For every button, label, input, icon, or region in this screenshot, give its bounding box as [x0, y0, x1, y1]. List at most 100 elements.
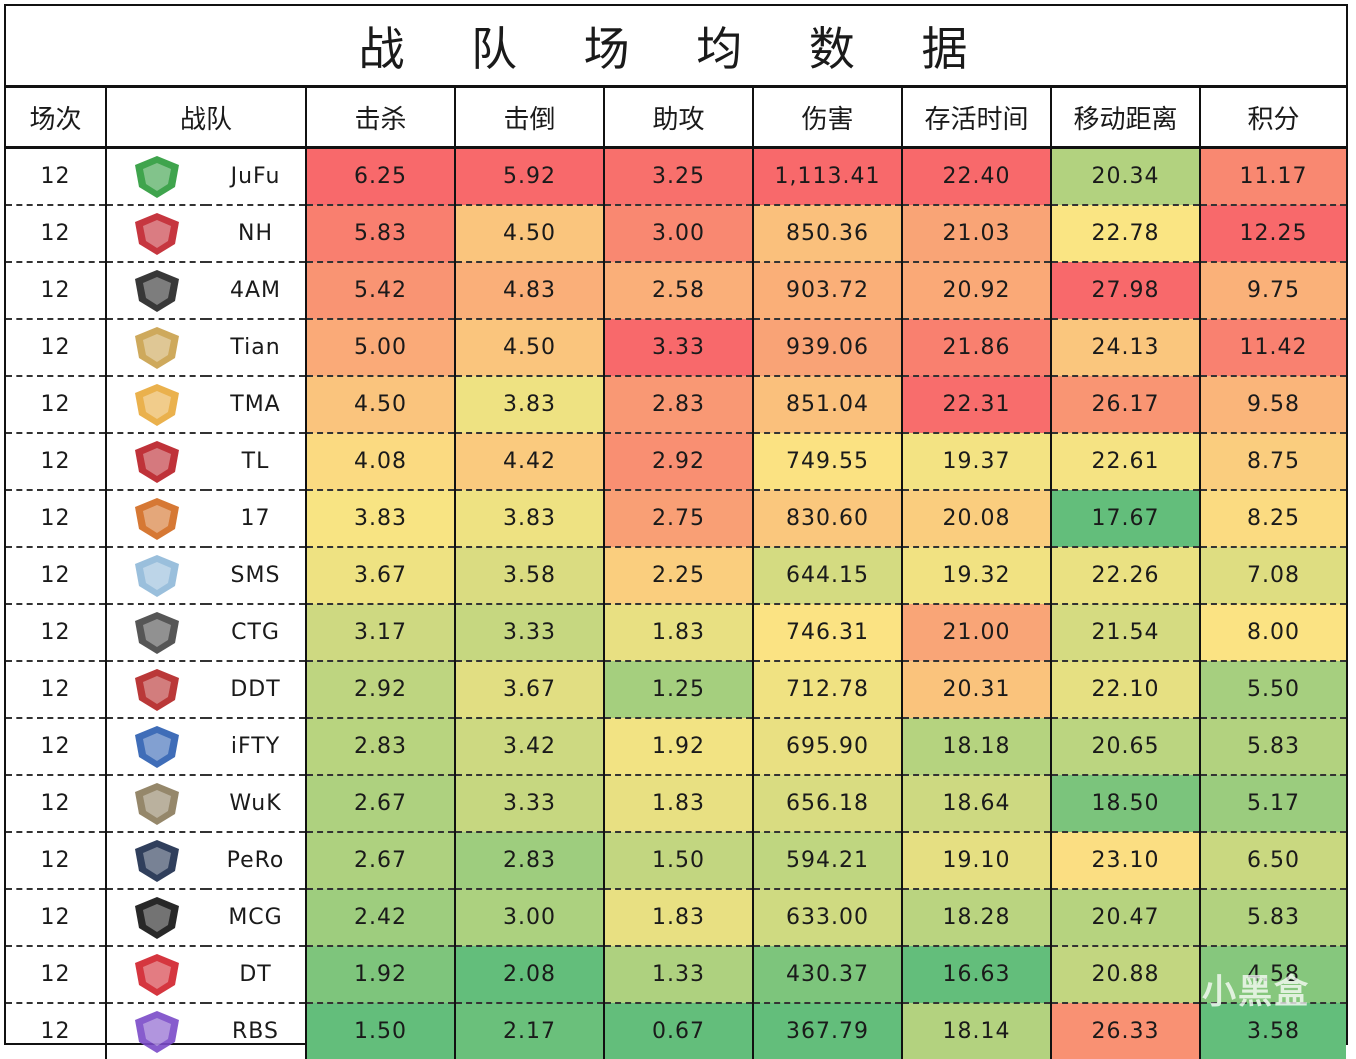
- table-row: 12 Tian 5.00 4.50 3.33 939.06 21.86 24.13 11.42: [6, 319, 1347, 377]
- cell-points: 5.83: [1200, 889, 1347, 947]
- cell-knocks: 4.83: [455, 262, 606, 320]
- cell-team-name: DT: [206, 946, 308, 1004]
- cell-points: 5.50: [1200, 661, 1347, 719]
- cell-survival: 18.64: [902, 775, 1053, 833]
- cell-knocks: 3.83: [455, 376, 606, 434]
- cell-damage: 594.21: [753, 832, 904, 890]
- cell-assists: 1.83: [604, 775, 755, 833]
- cell-points: 8.25: [1200, 490, 1347, 548]
- cell-damage: 939.06: [753, 319, 904, 377]
- cell-damage: 430.37: [753, 946, 904, 1004]
- cell-damage: 746.31: [753, 604, 904, 662]
- cell-knocks: 3.58: [455, 547, 606, 605]
- cell-games: 12: [6, 490, 107, 548]
- cell-points: 12.25: [1200, 205, 1347, 263]
- cell-knocks: 3.33: [455, 775, 606, 833]
- cell-kills: 5.42: [306, 262, 457, 320]
- cell-assists: 3.33: [604, 319, 755, 377]
- cell-team-name: TMA: [206, 376, 308, 434]
- page-title: 战 队 场 均 数 据: [6, 6, 1346, 88]
- cell-kills: 6.25: [306, 147, 457, 206]
- cell-team-name: WuK: [206, 775, 308, 833]
- header-damage: 伤害: [753, 88, 904, 149]
- header-assists: 助攻: [604, 88, 755, 149]
- header-games: 场次: [6, 88, 107, 149]
- table-row: 12 PeRo 2.67 2.83 1.50 594.21 19.10 23.10 6.50: [6, 832, 1347, 890]
- dt-logo-icon: [106, 946, 206, 1004]
- cell-damage: 367.79: [753, 1003, 904, 1059]
- cell-distance: 22.61: [1051, 433, 1202, 491]
- cell-team-name: 17: [206, 490, 308, 548]
- cell-assists: 2.83: [604, 376, 755, 434]
- cell-damage: 1,113.41: [753, 147, 904, 206]
- nh-logo-icon: [106, 205, 206, 263]
- cell-team-name: iFTY: [206, 718, 308, 776]
- cell-distance: 27.98: [1051, 262, 1202, 320]
- cell-assists: 2.75: [604, 490, 755, 548]
- header-row: 场次 战队 击杀 击倒 助攻 伤害 存活时间 移动距离 积分: [6, 88, 1347, 149]
- cell-points: 8.00: [1200, 604, 1347, 662]
- table-row: 12 JuFu 6.25 5.92 3.25 1,113.41 22.40 20.34 11.1…: [6, 147, 1347, 206]
- cell-assists: 1.83: [604, 604, 755, 662]
- cell-damage: 633.00: [753, 889, 904, 947]
- jufu-logo-icon: [106, 147, 206, 206]
- cell-team-name: JuFu: [206, 147, 308, 206]
- cell-survival: 22.40: [902, 147, 1053, 206]
- cell-assists: 1.33: [604, 946, 755, 1004]
- cell-kills: 3.67: [306, 547, 457, 605]
- cell-distance: 21.54: [1051, 604, 1202, 662]
- cell-survival: 21.03: [902, 205, 1053, 263]
- cell-assists: 1.92: [604, 718, 755, 776]
- ifty-logo-icon: [106, 718, 206, 776]
- cell-assists: 1.25: [604, 661, 755, 719]
- cell-damage: 830.60: [753, 490, 904, 548]
- header-knocks: 击倒: [455, 88, 606, 149]
- cell-points: 9.58: [1200, 376, 1347, 434]
- cell-assists: 2.25: [604, 547, 755, 605]
- cell-distance: 20.34: [1051, 147, 1202, 206]
- cell-points: 5.17: [1200, 775, 1347, 833]
- cell-knocks: 2.17: [455, 1003, 606, 1059]
- 17-logo-icon: [106, 490, 206, 548]
- cell-kills: 1.50: [306, 1003, 457, 1059]
- cell-distance: 26.33: [1051, 1003, 1202, 1059]
- cell-kills: 3.17: [306, 604, 457, 662]
- 4am-logo-icon: [106, 262, 206, 320]
- table-row: 12 17 3.83 3.83 2.75 830.60 20.08 17.67 8.25: [6, 490, 1347, 548]
- cell-points: 11.17: [1200, 147, 1347, 206]
- cell-damage: 851.04: [753, 376, 904, 434]
- cell-damage: 644.15: [753, 547, 904, 605]
- ddt-logo-icon: [106, 661, 206, 719]
- cell-points: 4.58: [1200, 946, 1347, 1004]
- table-row: 12 TMA 4.50 3.83 2.83 851.04 22.31 26.17 9.58: [6, 376, 1347, 434]
- cell-distance: 22.26: [1051, 547, 1202, 605]
- cell-distance: 23.10: [1051, 832, 1202, 890]
- cell-survival: 19.37: [902, 433, 1053, 491]
- cell-knocks: 3.00: [455, 889, 606, 947]
- cell-points: 8.75: [1200, 433, 1347, 491]
- cell-team-name: RBS: [206, 1003, 308, 1059]
- cell-games: 12: [6, 1003, 107, 1059]
- stats-table-frame: 战 队 场 均 数 据 场次 战队 击杀 击倒 助攻 伤害 存活时间 移动距离 …: [4, 4, 1348, 1059]
- cell-survival: 22.31: [902, 376, 1053, 434]
- cell-distance: 24.13: [1051, 319, 1202, 377]
- table-row: 12 4AM 5.42 4.83 2.58 903.72 20.92 27.98 9.75: [6, 262, 1347, 320]
- cell-knocks: 4.50: [455, 319, 606, 377]
- team-stats-table: 场次 战队 击杀 击倒 助攻 伤害 存活时间 移动距离 积分 12 JuFu 6.2…: [6, 88, 1347, 1059]
- cell-damage: 749.55: [753, 433, 904, 491]
- cell-damage: 850.36: [753, 205, 904, 263]
- cell-survival: 20.31: [902, 661, 1053, 719]
- table-row: 12 WuK 2.67 3.33 1.83 656.18 18.64 18.50 5.17: [6, 775, 1347, 833]
- header-kills: 击杀: [306, 88, 457, 149]
- cell-knocks: 3.67: [455, 661, 606, 719]
- cell-distance: 26.17: [1051, 376, 1202, 434]
- cell-games: 12: [6, 547, 107, 605]
- cell-points: 5.83: [1200, 718, 1347, 776]
- cell-games: 12: [6, 147, 107, 206]
- cell-knocks: 3.33: [455, 604, 606, 662]
- cell-games: 12: [6, 889, 107, 947]
- table-row: 12 RBS 1.50 2.17 0.67 367.79 18.14 26.33 3.58: [6, 1003, 1347, 1059]
- cell-knocks: 5.92: [455, 147, 606, 206]
- cell-survival: 21.86: [902, 319, 1053, 377]
- cell-survival: 21.00: [902, 604, 1053, 662]
